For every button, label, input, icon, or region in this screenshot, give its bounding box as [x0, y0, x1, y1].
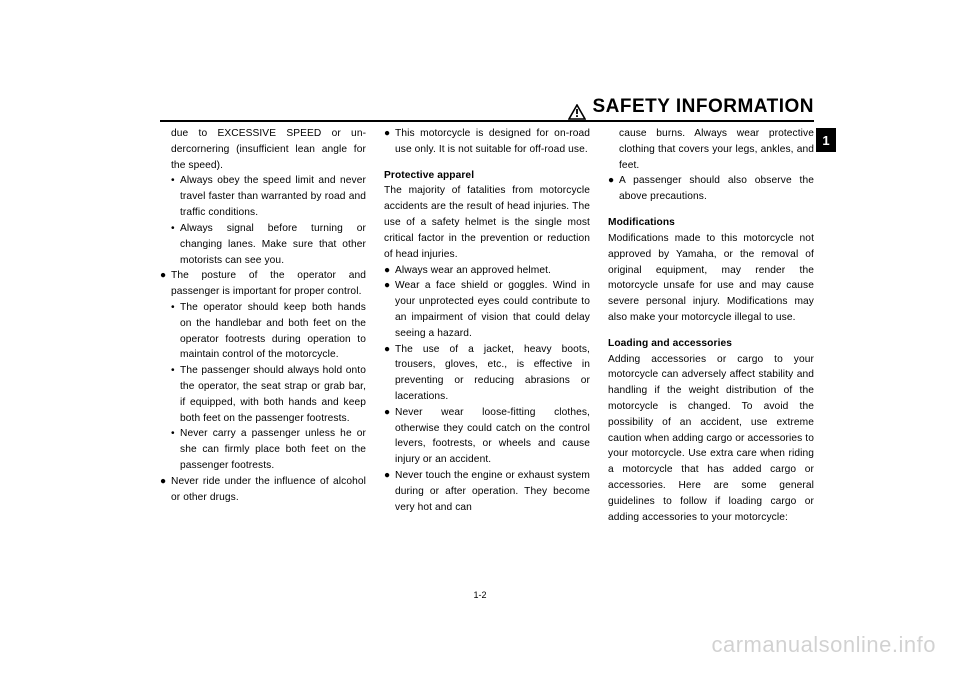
section-heading: Loading and accessories — [608, 336, 814, 352]
bullet-disc-icon: ● — [384, 405, 395, 468]
watermark: carmanualsonline.info — [711, 632, 936, 658]
bullet: ● The posture of the operator and passen… — [160, 268, 366, 300]
body-text: Never touch the engine or exhaust system… — [395, 468, 590, 515]
bullet-disc-icon: ● — [384, 342, 395, 405]
bullet: ● Never ride under the influence of alco… — [160, 474, 366, 506]
sub-bullet: • Never carry a passenger unless he or s… — [171, 426, 366, 473]
page-title: SAFETY INFORMATION — [592, 96, 814, 120]
bullet-disc-icon: ● — [384, 126, 395, 158]
body-text: Wear a face shield or goggles. Wind in y… — [395, 278, 590, 341]
bullet-dot-icon: • — [171, 173, 180, 220]
body-text: Modifications made to this motorcycle no… — [608, 231, 814, 326]
sub-bullet: • Always obey the speed limit and never … — [171, 173, 366, 220]
bullet: ● Never touch the engine or exhaust syst… — [384, 468, 590, 515]
bullet-dot-icon: • — [171, 300, 180, 363]
column-middle: ● This motorcycle is designed for on-roa… — [384, 126, 590, 526]
column-right: cause burns. Always wear protec­tive clo… — [608, 126, 814, 526]
bullet-dot-icon: • — [171, 221, 180, 268]
bullet: ● This motorcycle is designed for on-roa… — [384, 126, 590, 158]
body-text: cause burns. Always wear protec­tive clo… — [619, 126, 814, 173]
body-text: Always wear an approved helmet. — [395, 263, 590, 279]
body-text: A passenger should also observe the abov… — [619, 173, 814, 205]
section-tab: 1 — [816, 128, 836, 152]
bullet-disc-icon: ● — [160, 268, 171, 300]
bullet: ● Wear a face shield or goggles. Wind in… — [384, 278, 590, 341]
text-columns: due to EXCESSIVE SPEED or un­dercornerin… — [160, 126, 814, 526]
section-heading: Protective apparel — [384, 168, 590, 184]
body-text: Always signal before turning or changing… — [180, 221, 366, 268]
warning-triangle-icon — [568, 104, 586, 120]
body-text: The majority of fatalities from motor­cy… — [384, 183, 590, 262]
bullet-disc-icon: ● — [384, 263, 395, 279]
body-text: The operator should keep both hands on t… — [180, 300, 366, 363]
sub-bullet: • The operator should keep both hands on… — [171, 300, 366, 363]
bullet-dot-icon: • — [171, 363, 180, 426]
body-text: Adding accessories or cargo to your moto… — [608, 352, 814, 526]
body-text: The use of a jacket, heavy boots, trouse… — [395, 342, 590, 405]
bullet: ● The use of a jacket, heavy boots, trou… — [384, 342, 590, 405]
body-text: Never ride under the influence of alcoho… — [171, 474, 366, 506]
column-left: due to EXCESSIVE SPEED or un­dercornerin… — [160, 126, 366, 526]
content-area: SAFETY INFORMATION due to EXCESSIVE SPEE… — [160, 96, 814, 578]
body-text: The posture of the operator and passenge… — [171, 268, 366, 300]
body-text: due to EXCESSIVE SPEED or un­dercornerin… — [171, 126, 366, 173]
sub-bullet: • The passenger should always hold onto … — [171, 363, 366, 426]
bullet-dot-icon: • — [171, 426, 180, 473]
body-text: The passenger should always hold onto th… — [180, 363, 366, 426]
page: 1 SAFETY INFORMATION due to EXCESSIVE SP… — [0, 0, 960, 678]
header: SAFETY INFORMATION — [160, 96, 814, 122]
bullet-disc-icon: ● — [160, 474, 171, 506]
body-text: Never carry a passenger unless he or she… — [180, 426, 366, 473]
section-heading: Modifications — [608, 215, 814, 231]
bullet-disc-icon: ● — [608, 173, 619, 205]
bullet-disc-icon: ● — [384, 468, 395, 515]
bullet: ● Never wear loose-fitting clothes, othe… — [384, 405, 590, 468]
bullet: ● Always wear an approved helmet. — [384, 263, 590, 279]
page-number: 1-2 — [0, 590, 960, 600]
bullet-disc-icon: ● — [384, 278, 395, 341]
body-text: Always obey the speed limit and never tr… — [180, 173, 366, 220]
body-text: This motorcycle is designed for on-road … — [395, 126, 590, 158]
sub-bullet: • Always signal before turning or changi… — [171, 221, 366, 268]
bullet: ● A passenger should also observe the ab… — [608, 173, 814, 205]
body-text: Never wear loose-fitting clothes, otherw… — [395, 405, 590, 468]
